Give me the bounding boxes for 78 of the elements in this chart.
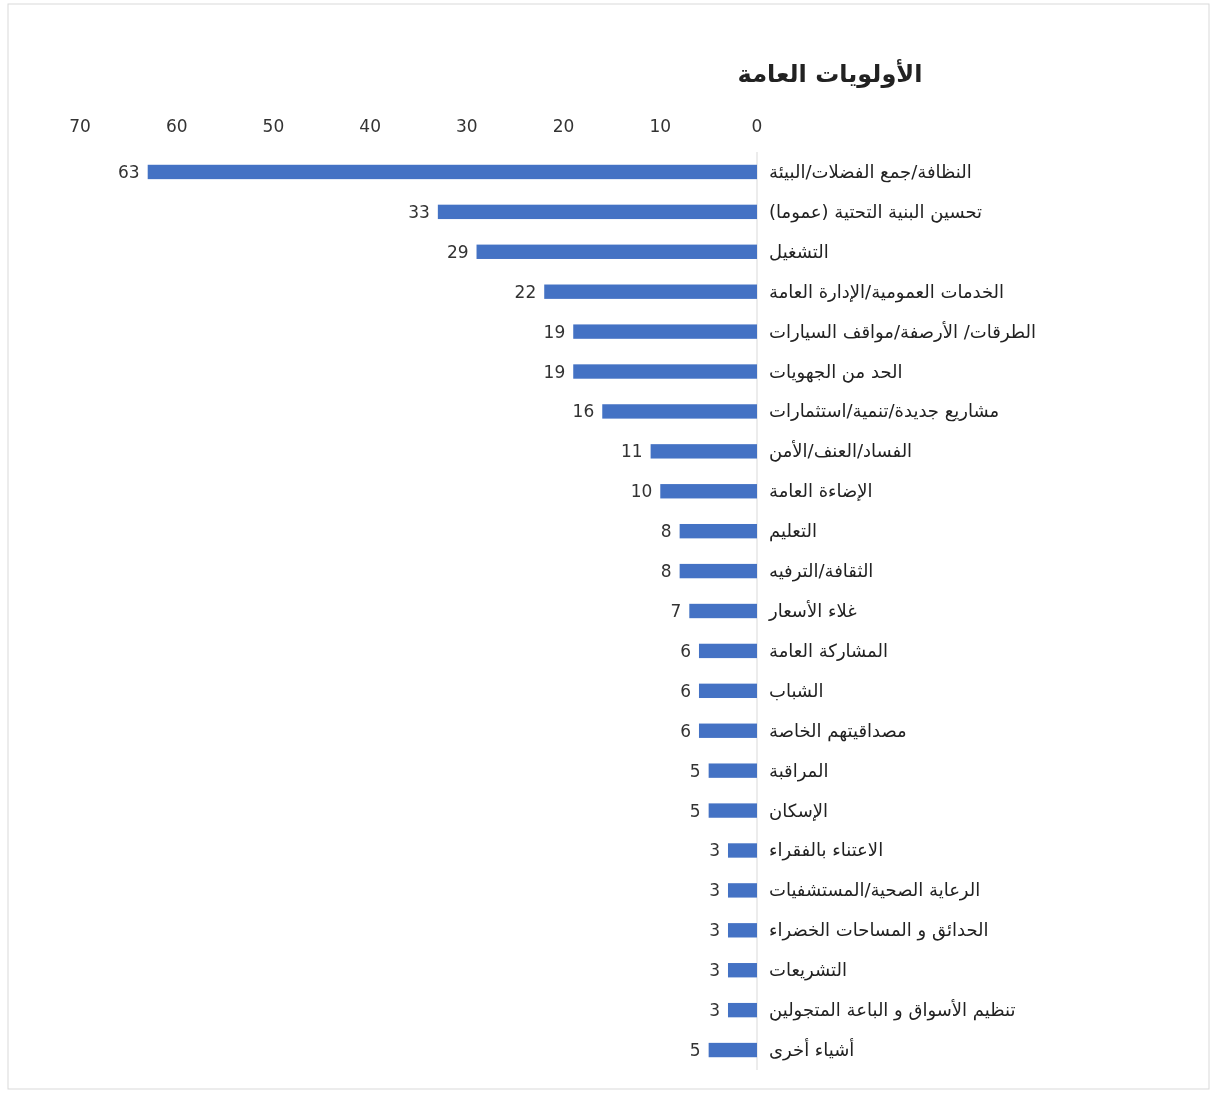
bar: [727, 843, 757, 858]
data-label: 8: [660, 521, 672, 542]
data-label: 3: [709, 920, 720, 941]
bar: [573, 364, 757, 379]
y-tick-label: تحسين البنية التحتية (عموما): [769, 200, 983, 223]
y-tick-label: مشاريع جديدة/تنمية/استثمارات: [769, 400, 1000, 423]
data-label: 5: [689, 1040, 701, 1061]
text: الأولويات العامة: [737, 59, 923, 88]
bar: [727, 963, 757, 978]
bar: [660, 484, 757, 499]
y-tick-label: الحدائق و المساحات الخضراء: [769, 919, 989, 942]
bar: [476, 244, 757, 259]
data-label: 19: [543, 361, 566, 382]
bar: [727, 883, 757, 898]
y-tick-label: الإسكان: [769, 799, 828, 821]
data-label: 3: [709, 880, 720, 901]
y-tick-label: الخدمات العمومية/الإدارة العامة: [769, 280, 1005, 303]
data-label: 7: [670, 601, 682, 621]
data-label: 19: [543, 321, 566, 342]
bar: [679, 523, 757, 539]
bar: [708, 763, 757, 778]
data-label: 63: [118, 161, 140, 182]
y-tick-label: الإضاءة العامة: [769, 480, 873, 502]
data-label: 10: [630, 481, 653, 502]
y-tick-label: النظافة/جمع الفضلات/البيئة: [769, 160, 972, 183]
bar: [708, 1042, 757, 1058]
data-label: 33: [408, 201, 430, 222]
data-label: 6: [680, 680, 691, 701]
x-tick-label: 70: [69, 116, 91, 136]
y-tick-label: التعليم: [769, 520, 817, 543]
data-label: 3: [709, 960, 720, 981]
y-tick-label: الحد من الجهويات: [769, 360, 903, 383]
y-tick-label: التشريعات: [769, 959, 848, 982]
data-label: 5: [689, 800, 701, 821]
x-tick-label: 40: [359, 116, 381, 136]
y-tick-label: المراقبة: [769, 759, 829, 782]
x-tick-label: 50: [262, 116, 285, 136]
y-tick-label: أشياء أخرى: [769, 1038, 855, 1062]
x-tick-label: 0: [751, 116, 763, 136]
bar: [727, 1002, 757, 1018]
data-label: 22: [514, 281, 537, 302]
y-tick-label: الثقافة/الترفيه: [769, 560, 874, 583]
y-tick-label: المشاركة العامة: [769, 639, 889, 661]
data-label: 6: [680, 640, 691, 661]
bar: [727, 923, 757, 938]
bar: [437, 204, 757, 220]
y-tick-label: الفساد/العنف/الأمن: [769, 440, 913, 463]
x-tick-label: 60: [165, 116, 188, 136]
data-label: 3: [709, 840, 720, 861]
y-tick-label: الطرقات/ الأرصفة/مواقف السيارات: [769, 320, 1037, 343]
data-label: 29: [446, 241, 469, 262]
data-label: 6: [680, 720, 691, 741]
bar: [679, 563, 757, 579]
bar: [698, 643, 757, 659]
y-tick-label: الاعتناء بالفقراء: [769, 839, 884, 862]
y-tick-label: غلاء الأسعار: [768, 600, 857, 621]
y-tick-label: التشغيل: [769, 240, 829, 262]
bar: [689, 603, 757, 619]
bar: [698, 683, 757, 699]
data-label: 8: [660, 561, 672, 582]
bar: [602, 404, 757, 419]
data-label: 16: [572, 401, 595, 422]
bar: [708, 803, 757, 818]
y-tick-label: تنظيم الأسواق و الباعة المتجولين: [769, 999, 1016, 1022]
bar: [147, 164, 757, 180]
data-label: 5: [689, 760, 701, 781]
bar: [650, 444, 757, 459]
x-tick-label: 20: [552, 116, 575, 136]
y-tick-label: الشباب: [769, 679, 824, 701]
data-label: 3: [709, 1000, 720, 1021]
data-label: 11: [620, 441, 643, 462]
bar: [573, 324, 757, 339]
x-tick-label: 30: [456, 116, 478, 136]
y-tick-label: الرعاية الصحية/المستشفيات: [769, 879, 981, 902]
x-tick-label: 10: [649, 116, 672, 136]
bar: [544, 284, 757, 299]
bar: [698, 723, 757, 738]
y-tick-label: مصداقيتهم الخاصة: [769, 719, 907, 742]
